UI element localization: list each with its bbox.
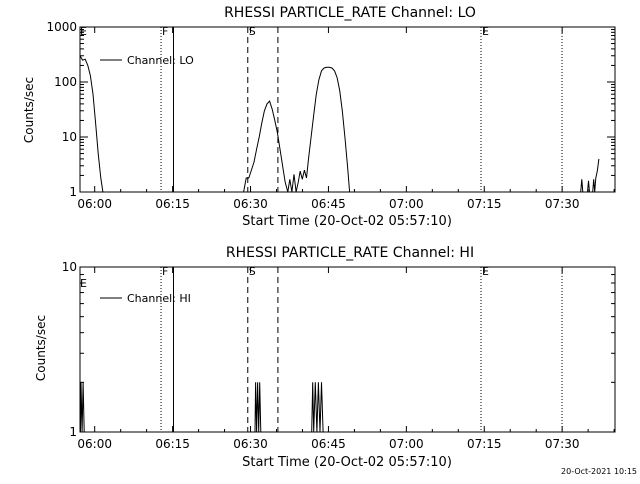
- x-tick-label: 07:30: [545, 197, 580, 211]
- footer-timestamp: 20-Oct-2021 10:15: [561, 467, 637, 476]
- y-tick-label: 10: [62, 130, 77, 144]
- series-line: [80, 382, 324, 433]
- x-tick-label: 06:00: [77, 437, 112, 451]
- event-marker-label: F: [162, 265, 168, 278]
- y-tick-label: 10: [62, 260, 77, 274]
- event-marker-label: E: [482, 265, 489, 278]
- y-tick-label: 1: [69, 425, 77, 439]
- x-axis-ticks: 06:00 06:15 06:30 06:45 07:00 07:15 07:30: [77, 267, 615, 451]
- x-tick-label: 06:15: [155, 437, 190, 451]
- x-tick-label: 06:00: [77, 197, 112, 211]
- y-axis-ticks: 1 10 100 1000: [46, 20, 615, 199]
- event-marker-label: E: [482, 25, 489, 38]
- x-tick-label: 06:30: [233, 437, 268, 451]
- y-tick-label: 100: [54, 75, 77, 89]
- x-axis-ticks: 06:00 06:15 06:30 06:45 07:00 07:15 07:30: [77, 27, 615, 211]
- plot-frame: [79, 26, 616, 193]
- legend-label: Channel: HI: [127, 292, 191, 305]
- x-tick-label: 06:45: [311, 437, 346, 451]
- chart-title: RHESSI PARTICLE_RATE Channel: LO: [224, 5, 476, 21]
- marker-letter-e-left: E: [80, 25, 87, 38]
- data-series: [79, 55, 600, 193]
- x-tick-label: 07:15: [467, 197, 502, 211]
- y-axis-ticks: 1 10: [62, 260, 615, 439]
- y-tick-label: 1: [69, 185, 77, 199]
- y-axis-label: Counts/sec: [34, 315, 48, 381]
- x-tick-label: 07:15: [467, 437, 502, 451]
- panel-lo: RHESSI PARTICLE_RATE Channel: LO F S E 06:…: [22, 5, 616, 229]
- y-axis-label: Counts/sec: [22, 77, 36, 143]
- marker-letter-e-left: E: [80, 277, 87, 290]
- plot-frame: [79, 266, 616, 433]
- series-line: [79, 55, 600, 193]
- chart-title: RHESSI PARTICLE_RATE Channel: HI: [226, 245, 474, 261]
- event-marker-label: F: [162, 25, 168, 38]
- data-series: [80, 382, 324, 433]
- x-tick-label: 06:15: [155, 197, 190, 211]
- x-axis-label: Start Time (20-Oct-02 05:57:10): [242, 214, 452, 229]
- x-tick-label: 06:45: [311, 197, 346, 211]
- event-marker-label: S: [249, 25, 256, 38]
- x-tick-label: 07:00: [389, 437, 424, 451]
- x-tick-label: 07:30: [545, 437, 580, 451]
- legend-label: Channel: LO: [127, 54, 194, 67]
- panel-hi: RHESSI PARTICLE_RATE Channel: HI F S E 06:…: [34, 245, 616, 470]
- x-tick-label: 07:00: [389, 197, 424, 211]
- x-axis-label: Start Time (20-Oct-02 05:57:10): [242, 455, 452, 470]
- x-tick-label: 06:30: [233, 197, 268, 211]
- event-marker-label: S: [249, 265, 256, 278]
- y-tick-label: 1000: [46, 20, 77, 34]
